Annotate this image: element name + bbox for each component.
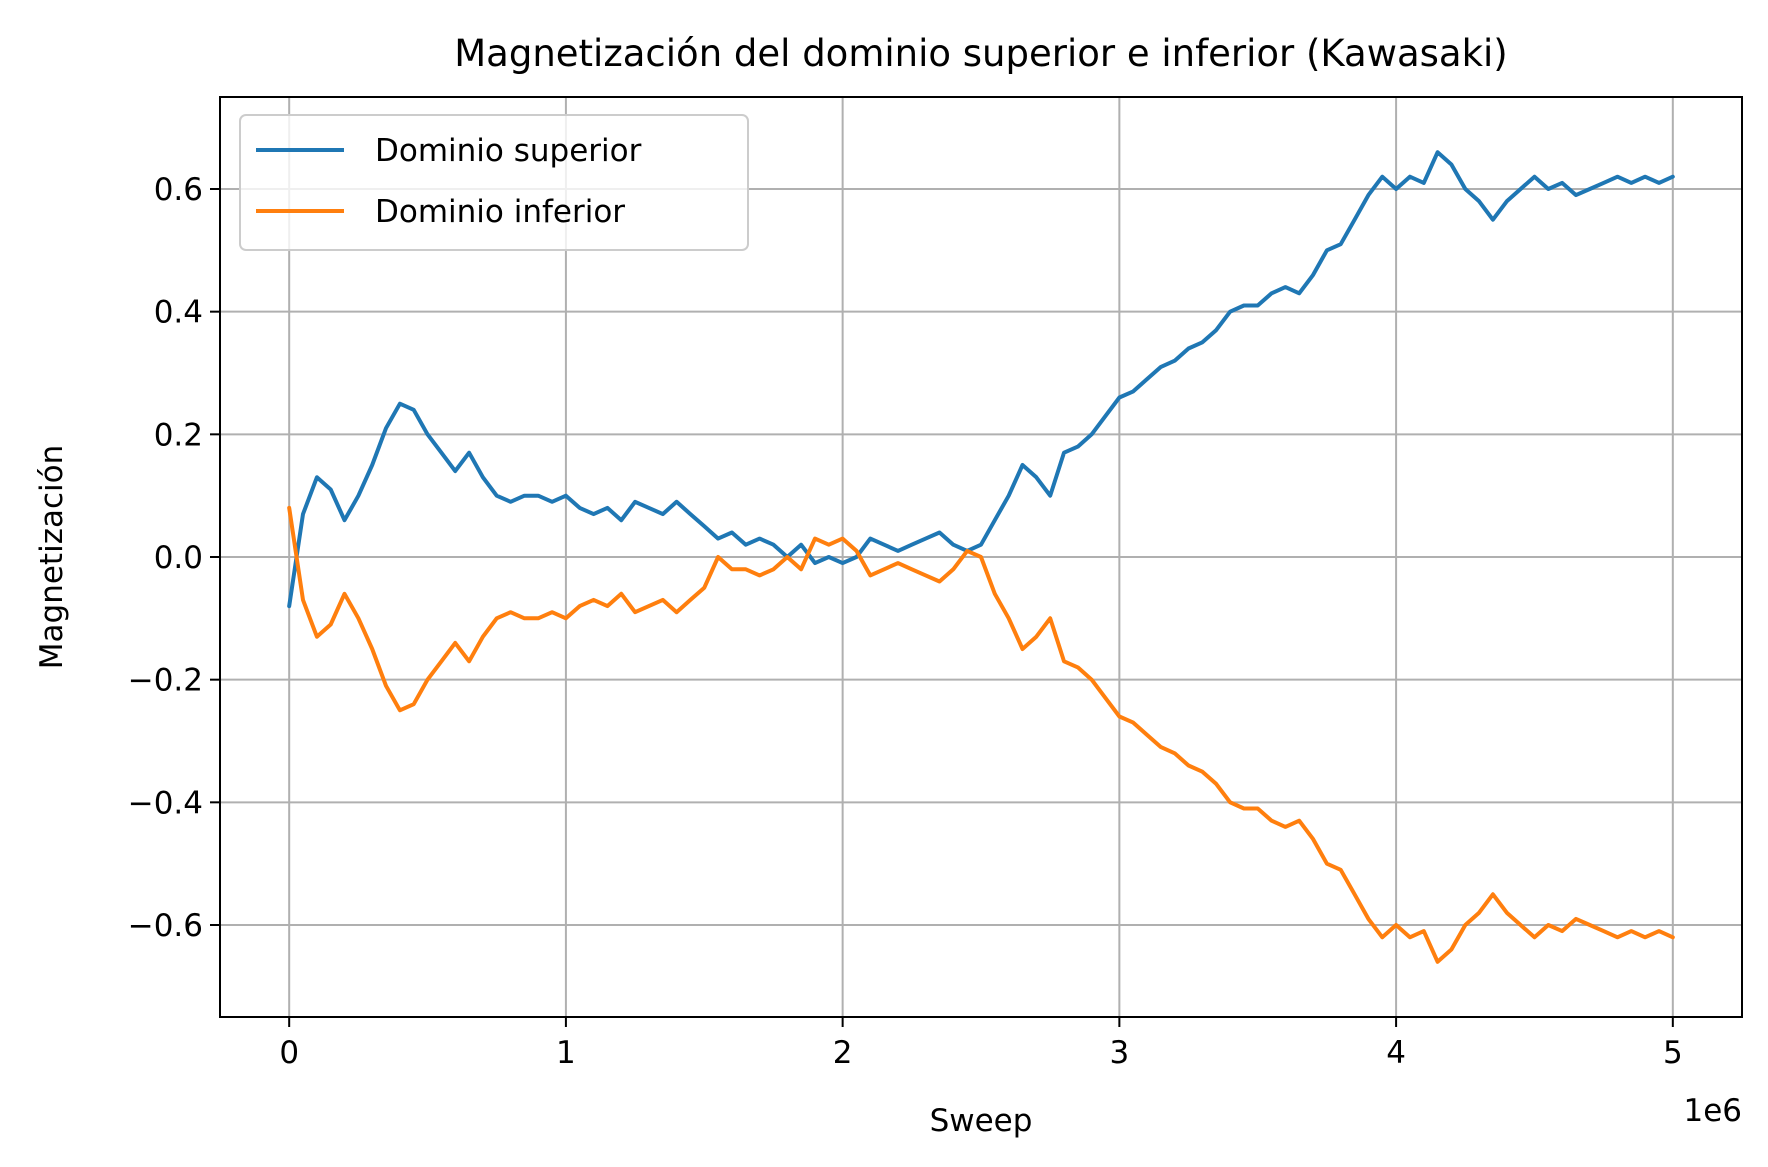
y-tick-label: −0.6 [128,908,203,944]
y-axis-label: Magnetización [34,445,70,669]
y-tick-label: −0.4 [128,785,203,821]
axis-ticks: 0 1 2 3 4 5 0.6 0.4 0.2 0.0 −0.2 −0.4 −0.6 [128,172,1683,1071]
y-tick-label: 0.0 [154,540,203,576]
y-tick-label: −0.2 [128,663,203,699]
chart-title: Magnetización del dominio superior e inf… [454,32,1508,75]
x-tick-label: 4 [1386,1035,1406,1071]
y-tick-label: 0.2 [154,417,203,453]
x-tick-label: 5 [1663,1035,1683,1071]
legend: Dominio superior Dominio inferior [239,114,749,251]
series-line-superior [287,150,1675,609]
x-tick-label: 1 [556,1035,576,1071]
legend-label-superior: Dominio superior [375,133,642,169]
y-tick-label: 0.4 [154,295,203,331]
legend-box [239,114,749,251]
legend-label-inferior: Dominio inferior [375,194,625,230]
x-tick-label: 0 [279,1035,299,1071]
series-line-inferior [287,505,1675,964]
x-axis-label: Sweep [930,1103,1033,1139]
y-tick-label: 0.6 [154,172,203,208]
x-axis-offset-label: 1e6 [1683,1093,1742,1129]
x-tick-label: 2 [833,1035,853,1071]
plot-lines [287,150,1675,964]
x-tick-label: 3 [1109,1035,1129,1071]
